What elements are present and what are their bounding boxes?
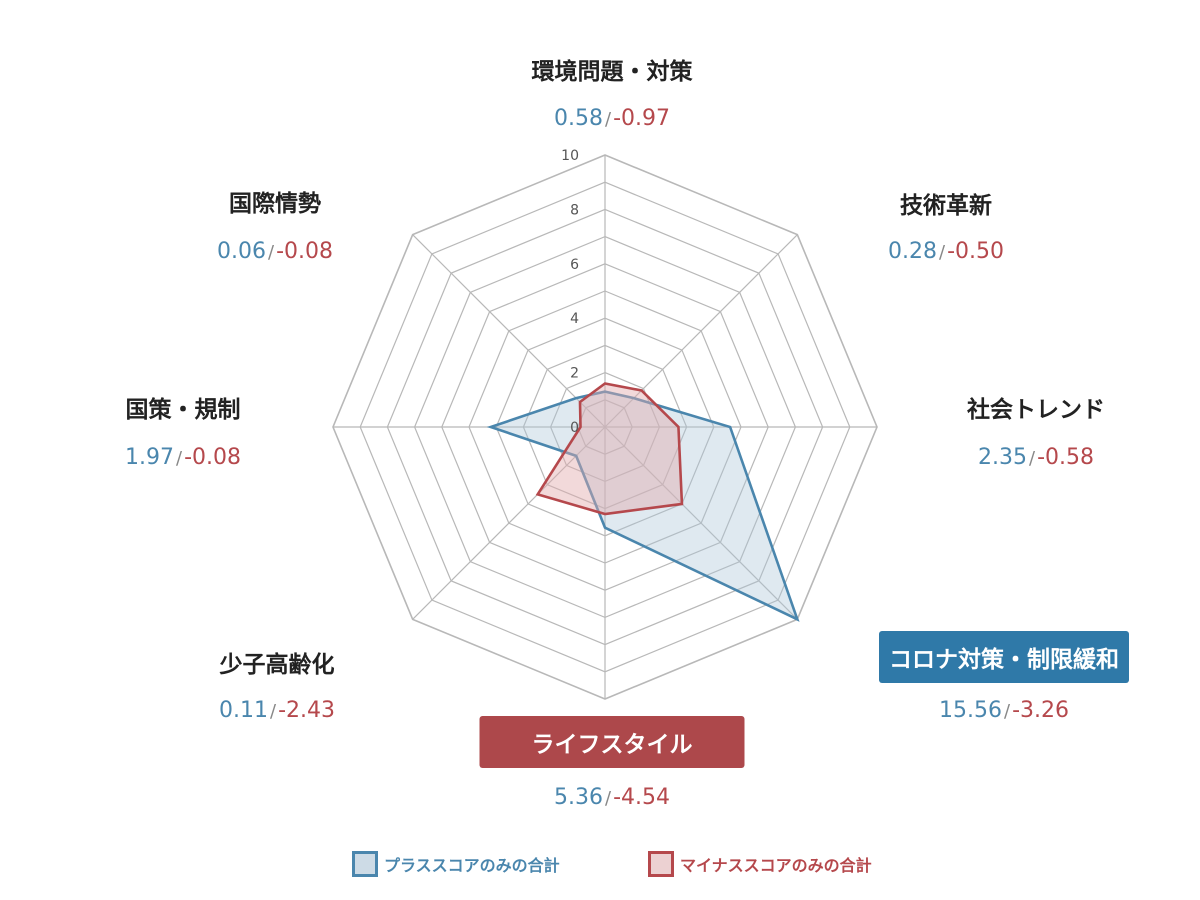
axis-label: 国策・規制 xyxy=(125,397,241,423)
series-minus-area xyxy=(535,382,684,516)
tick-layer: 0 2 4 6 8 10 xyxy=(561,148,579,436)
axis-values: 15.56/-3.26 xyxy=(939,698,1069,723)
axis-values: 0.06/-0.08 xyxy=(217,239,333,264)
radial-tick-label: 8 xyxy=(570,202,579,218)
axis-label: 少子高齢化 xyxy=(219,652,335,678)
plus-value: 0.11 xyxy=(219,698,268,723)
legend-swatch-plus xyxy=(352,851,378,877)
plus-value: 0.28 xyxy=(888,239,937,264)
radial-tick-label: 4 xyxy=(570,311,579,327)
value-separator: / xyxy=(267,242,275,263)
minus-value: -0.08 xyxy=(184,445,241,470)
radial-tick-label: 0 xyxy=(570,420,579,436)
axis-values: 1.97/-0.08 xyxy=(125,445,241,470)
minus-value: -0.58 xyxy=(1037,445,1094,470)
legend-swatch-minus xyxy=(648,851,674,877)
legend-item-plus: プラススコアのみの合計 xyxy=(352,848,560,880)
axis-label: ライフスタイル xyxy=(479,716,745,768)
value-separator: / xyxy=(604,788,612,809)
legend-item-minus: マイナススコアのみの合計 xyxy=(648,848,872,880)
value-separator: / xyxy=(1028,448,1036,469)
plus-value: 5.36 xyxy=(554,785,603,810)
axis-label: 技術革新 xyxy=(900,193,992,219)
radial-tick-label: 2 xyxy=(570,366,579,382)
axis-label: 社会トレンド xyxy=(967,397,1105,423)
axis-values: 0.11/-2.43 xyxy=(219,698,335,723)
axis-values: 2.35/-0.58 xyxy=(978,445,1094,470)
axis-label: コロナ対策・制限緩和 xyxy=(879,631,1129,683)
grid-spoke xyxy=(412,234,606,428)
minus-value: -0.97 xyxy=(613,106,670,131)
minus-value: -0.50 xyxy=(947,239,1004,264)
plus-value: 0.06 xyxy=(217,239,266,264)
plus-value: 2.35 xyxy=(978,445,1027,470)
axis-label: 国際情勢 xyxy=(229,191,321,217)
radial-tick-label: 6 xyxy=(570,257,579,273)
grid-spoke xyxy=(412,426,606,620)
legend-label-minus: マイナススコアのみの合計 xyxy=(680,856,872,875)
value-separator: / xyxy=(1003,701,1011,722)
plus-value: 1.97 xyxy=(125,445,174,470)
minus-value: -4.54 xyxy=(613,785,670,810)
minus-value: -0.08 xyxy=(276,239,333,264)
plus-value: 0.58 xyxy=(554,106,603,131)
minus-value: -3.26 xyxy=(1012,698,1069,723)
minus-value: -2.43 xyxy=(278,698,335,723)
axis-values: 0.58/-0.97 xyxy=(554,106,670,131)
axis-values: 0.28/-0.50 xyxy=(888,239,1004,264)
series-layer xyxy=(486,382,800,622)
grid-layer xyxy=(332,154,878,700)
value-separator: / xyxy=(175,448,183,469)
plus-value: 15.56 xyxy=(939,698,1002,723)
radial-tick-label: 10 xyxy=(561,148,579,164)
grid-spoke xyxy=(604,234,798,428)
value-separator: / xyxy=(604,109,612,130)
grid-spoke xyxy=(604,426,798,620)
axis-label: 環境問題・対策 xyxy=(531,59,693,85)
value-separator: / xyxy=(938,242,946,263)
axis-values: 5.36/-4.54 xyxy=(554,785,670,810)
value-separator: / xyxy=(269,701,277,722)
legend-label-plus: プラススコアのみの合計 xyxy=(384,856,560,875)
